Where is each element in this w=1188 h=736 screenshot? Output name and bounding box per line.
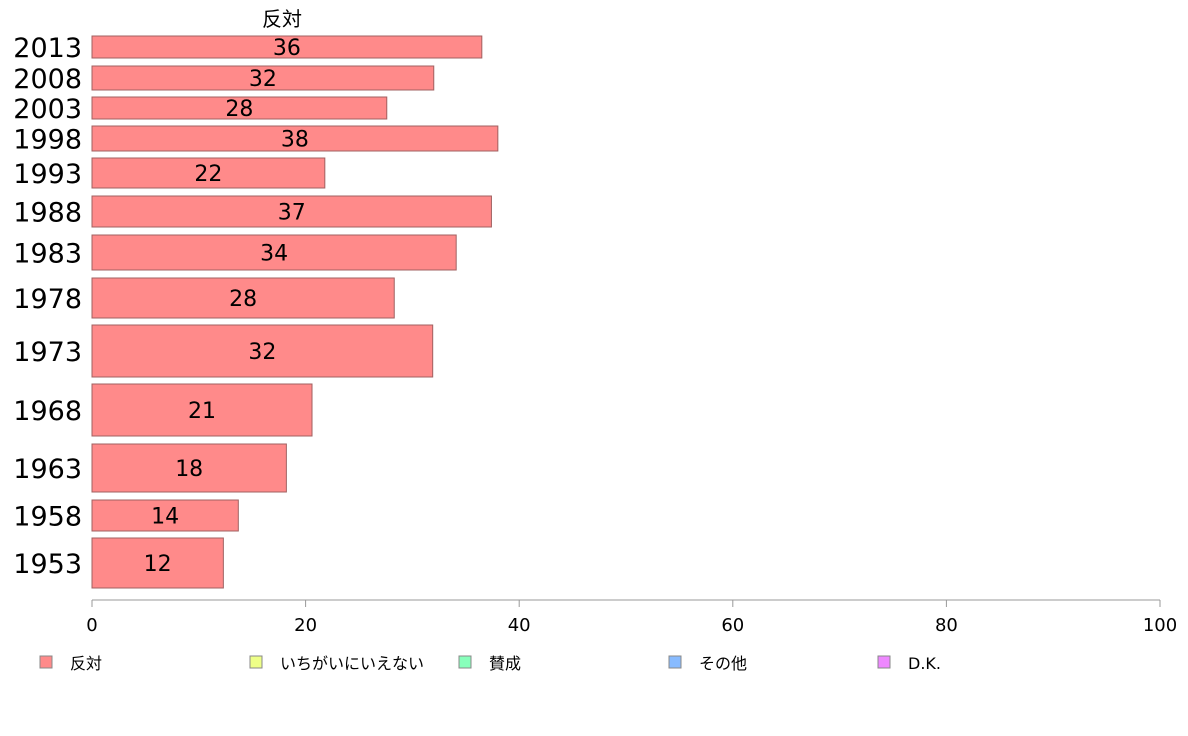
bar-value-label: 36 [273, 36, 301, 61]
legend-label: 反対 [70, 654, 102, 673]
bar [91, 195, 492, 228]
bar [91, 443, 287, 493]
category-label: 2008 [13, 64, 82, 95]
category-label: 1958 [13, 502, 82, 533]
legend-label: いちがいにいえない [280, 654, 424, 673]
category-label: 1983 [13, 239, 82, 270]
category-label: 1963 [13, 454, 82, 485]
bar [91, 499, 239, 532]
legend-swatch [668, 655, 682, 669]
legend-label: その他 [699, 654, 747, 673]
legend-swatch [877, 655, 891, 669]
x-tick-label: 20 [294, 615, 317, 636]
bars-group: 2013 36 2008 32 2003 28 1998 38 1993 22 1988 37 1983… [13, 33, 499, 589]
bar [91, 65, 435, 91]
bar-value-label: 32 [249, 67, 277, 92]
bar-value-label: 12 [144, 552, 172, 577]
bar-value-label: 37 [278, 201, 306, 226]
category-label: 1978 [13, 284, 82, 315]
bar-value-label: 14 [151, 505, 179, 530]
bar [91, 324, 434, 378]
bar-value-label: 18 [175, 457, 203, 482]
bar-value-label: 34 [260, 242, 288, 267]
bar [91, 96, 388, 120]
legend: 反対 いちがいにいえない 賛成 その他 D.K. [39, 654, 941, 673]
category-label: 1988 [13, 198, 82, 229]
legend-label: 賛成 [489, 654, 521, 673]
category-label: 1973 [13, 337, 82, 368]
bar-value-label: 28 [229, 287, 257, 312]
legend-label: D.K. [908, 654, 941, 673]
category-label: 1993 [13, 159, 82, 190]
bar [91, 537, 224, 589]
category-label: 2013 [13, 33, 82, 64]
bar [91, 125, 499, 152]
legend-swatch [39, 655, 53, 669]
category-label: 2003 [13, 94, 82, 125]
x-axis: 0 20 40 60 80 100 [86, 599, 1177, 636]
bar-value-label: 28 [225, 97, 253, 122]
series-title: 反対 [262, 7, 302, 31]
x-tick-label: 60 [721, 615, 744, 636]
bar-value-label: 32 [248, 340, 276, 365]
bar-value-label: 38 [281, 128, 309, 153]
legend-swatch [249, 655, 263, 669]
bar [91, 383, 313, 437]
category-label: 1998 [13, 125, 82, 156]
x-tick-label: 0 [86, 615, 97, 636]
category-label: 1968 [13, 396, 82, 427]
x-tick-label: 80 [935, 615, 958, 636]
bar-value-label: 22 [194, 162, 222, 187]
bar [91, 234, 457, 271]
bar-value-label: 21 [188, 399, 216, 424]
bar [91, 157, 326, 189]
bar [91, 35, 483, 59]
legend-swatch [458, 655, 472, 669]
x-tick-label: 40 [508, 615, 531, 636]
bar [91, 277, 395, 319]
x-tick-label: 100 [1143, 615, 1177, 636]
category-label: 1953 [13, 549, 82, 580]
